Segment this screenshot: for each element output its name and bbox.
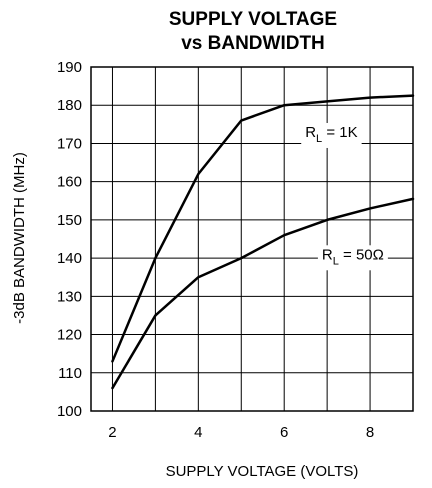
y-axis-label: -3dB BANDWIDTH (MHz) xyxy=(11,152,28,324)
series-label-1: RL = 1K xyxy=(305,124,357,145)
y-tick-label: 180 xyxy=(57,97,82,114)
x-axis-label: SUPPLY VOLTAGE (VOLTS) xyxy=(166,463,359,480)
y-tick-label: 160 xyxy=(57,174,82,191)
series-label-background xyxy=(317,245,388,271)
series-label-2: RL = 50Ω xyxy=(322,246,384,267)
series-label-background xyxy=(301,122,362,148)
series-labels: RL = 1K RL = 50Ω xyxy=(301,122,388,271)
y-tick-label: 130 xyxy=(57,288,82,305)
series-layer xyxy=(111,94,415,390)
tick-labels: 100 110 120 130 140 150 160 170 180 190 2 4 6 8 xyxy=(57,59,374,441)
y-tick-label: 190 xyxy=(57,59,82,76)
y-tick-label: 150 xyxy=(57,212,82,229)
y-tick-label: 120 xyxy=(57,327,82,344)
y-tick-label: 110 xyxy=(58,365,82,382)
y-tick-label: 170 xyxy=(57,135,82,152)
y-tick-label: 140 xyxy=(57,250,82,267)
grid xyxy=(91,66,413,412)
series-line-2 xyxy=(111,197,415,390)
x-tick-label: 2 xyxy=(108,424,116,441)
x-tick-label: 4 xyxy=(194,424,202,441)
series-line-1 xyxy=(111,94,415,363)
y-tick-label: 100 xyxy=(57,403,82,420)
x-tick-label: 8 xyxy=(366,424,374,441)
plot-frame xyxy=(90,66,414,412)
x-tick-label: 6 xyxy=(280,424,288,441)
chart-title-line-1: SUPPLY VOLTAGE xyxy=(169,9,337,30)
chart-title-line-2: vs BANDWIDTH xyxy=(181,33,325,54)
